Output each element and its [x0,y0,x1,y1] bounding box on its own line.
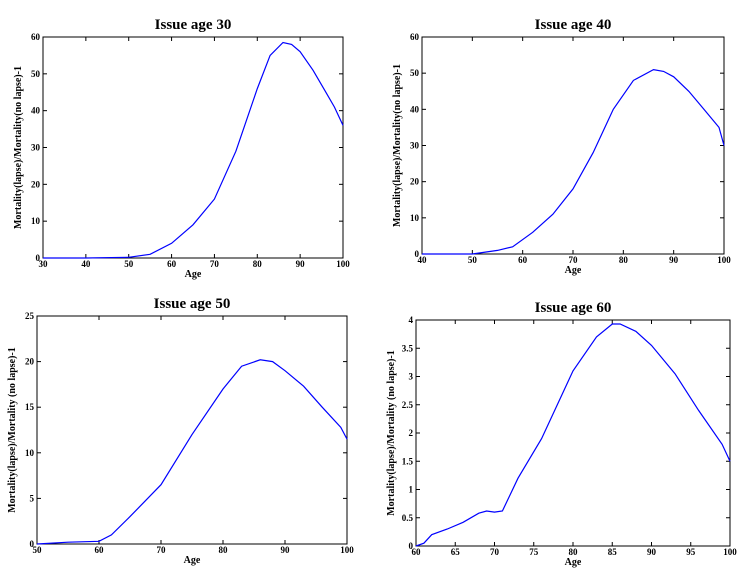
x-tick-label: 75 [529,547,539,557]
y-tick-label: 30 [410,141,420,151]
plot-area [415,319,731,547]
y-tick-label: 20 [31,179,41,189]
y-tick-label: 3.5 [402,343,414,353]
y-tick-label: 50 [410,68,420,78]
y-tick-label: 0.5 [402,513,414,523]
x-tick-label: 90 [281,545,291,555]
x-tick-label: 60 [518,255,528,265]
x-tick-label: 70 [569,255,579,265]
y-tick-label: 10 [410,213,420,223]
x-tick-label: 70 [157,545,167,555]
chart-title: Issue age 60 [535,300,612,316]
x-tick-label: 100 [723,547,737,557]
x-tick-label: 50 [33,545,43,555]
x-tick-label: 60 [167,259,177,269]
y-tick-label: 0 [30,539,35,549]
x-tick-label: 80 [253,259,263,269]
y-tick-label: 1 [409,485,414,495]
y-tick-label: 25 [25,311,35,321]
y-axis-label: Mortality(lapse)/Mortality(no lapse)-1 [392,64,403,227]
y-tick-label: 15 [25,402,35,412]
y-axis-label: Mortality(lapse)/Mortality (no lapse)-1 [386,350,397,516]
x-tick-label: 70 [210,259,220,269]
x-tick-label: 80 [619,255,629,265]
x-tick-label: 90 [669,255,679,265]
x-tick-label: 40 [418,255,428,265]
y-tick-label: 1.5 [402,456,414,466]
x-tick-label: 100 [717,255,731,265]
plot-area [36,315,348,545]
y-tick-label: 0 [415,249,420,259]
x-axis-label: Age [565,557,582,568]
x-tick-label: 80 [219,545,229,555]
chart-title: Issue age 30 [155,17,232,33]
x-tick-label: 70 [490,547,500,557]
x-axis-label: Age [565,265,582,276]
y-tick-label: 2.5 [402,400,414,410]
line [415,323,731,547]
y-tick-label: 20 [410,177,420,187]
y-tick-label: 0 [36,253,41,263]
x-axis-label: Age [184,555,201,566]
y-axis-label: Mortality(lapse)/Mortality (no lapse)-1 [7,347,18,513]
y-tick-label: 10 [25,448,35,458]
x-tick-label: 85 [608,547,618,557]
y-tick-label: 30 [31,143,41,153]
y-tick-label: 20 [25,357,35,367]
x-tick-label: 90 [296,259,306,269]
line [43,41,344,259]
x-tick-label: 50 [124,259,134,269]
x-tick-label: 80 [569,547,579,557]
y-tick-label: 4 [409,315,414,325]
x-tick-label: 100 [336,259,350,269]
chart-title: Issue age 50 [154,296,231,312]
y-tick-label: 5 [30,493,35,503]
x-tick-label: 50 [468,255,478,265]
x-tick-label: 60 [95,545,105,555]
chart-title: Issue age 40 [535,17,612,33]
y-tick-label: 60 [410,32,420,42]
y-tick-label: 2 [409,428,414,438]
line [422,68,725,255]
x-tick-label: 40 [81,259,91,269]
y-tick-label: 40 [410,104,420,114]
plot-area [421,36,725,255]
y-axis-label: Mortality(lapse)/Mortality(no lapse)-1 [13,66,24,229]
x-axis-label: Age [185,269,202,280]
y-tick-label: 60 [31,32,41,42]
x-tick-label: 95 [686,547,696,557]
x-tick-label: 90 [647,547,657,557]
x-tick-label: 30 [39,259,49,269]
y-tick-label: 50 [31,69,41,79]
y-tick-label: 3 [409,372,414,382]
x-tick-label: 65 [451,547,461,557]
y-tick-label: 40 [31,106,41,116]
x-tick-label: 100 [340,545,354,555]
line [36,359,348,545]
x-tick-label: 60 [412,547,422,557]
y-tick-label: 10 [31,216,41,226]
y-tick-label: 0 [409,541,414,551]
